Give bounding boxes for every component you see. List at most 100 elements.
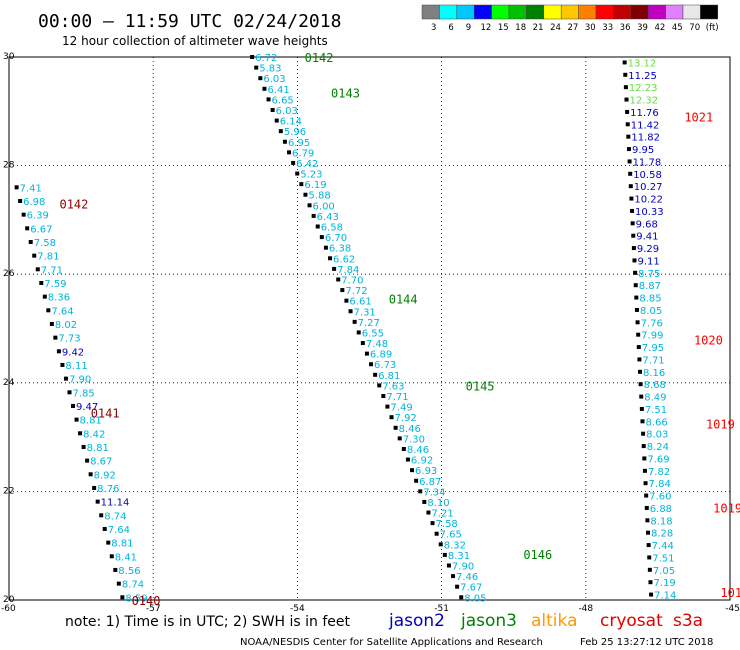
swh-value: 6.72 xyxy=(255,53,277,64)
map-subtitle: 12 hour collection of altimeter wave hei… xyxy=(62,34,328,48)
map-title: 00:00 – 11:59 UTC 02/24/2018 xyxy=(38,11,341,32)
swh-value: 7.30 xyxy=(403,434,425,445)
pass-time-label: 0144 xyxy=(389,293,418,307)
swh-value: 7.67 xyxy=(460,583,482,594)
swh-value: 7.21 xyxy=(431,509,453,520)
swh-value: 8.18 xyxy=(650,516,672,527)
legend-label: 15 xyxy=(498,23,509,33)
swh-value: 6.89 xyxy=(370,350,392,361)
swh-value: 7.19 xyxy=(653,578,675,589)
swh-point xyxy=(60,362,65,367)
pass-time-label: 0146 xyxy=(523,548,552,562)
swh-value: 6.00 xyxy=(313,201,335,212)
swh-point xyxy=(258,76,263,81)
swh-value: 8.46 xyxy=(399,424,421,435)
swh-value: 11.14 xyxy=(101,498,130,509)
swh-value: 8.16 xyxy=(643,368,665,379)
swh-point xyxy=(74,417,79,422)
swh-point xyxy=(39,280,44,285)
swh-value: 8.67 xyxy=(90,457,112,468)
swh-point xyxy=(645,518,650,523)
swh-value: 8.05 xyxy=(464,593,486,604)
swh-point xyxy=(109,554,114,559)
legend-swatch xyxy=(595,4,614,20)
swh-value: 6.58 xyxy=(321,223,343,234)
swh-value: 7.58 xyxy=(34,238,56,249)
swh-point xyxy=(632,258,637,263)
swh-point xyxy=(28,239,33,244)
swh-point xyxy=(381,394,386,399)
swh-point xyxy=(624,97,629,102)
swh-value: 7.14 xyxy=(654,591,676,602)
pass-time-label: 0141 xyxy=(91,407,120,421)
swh-point xyxy=(442,552,447,557)
swh-point xyxy=(46,308,51,313)
swh-point xyxy=(405,457,410,462)
swh-point xyxy=(356,330,361,335)
swh-point xyxy=(410,468,415,473)
swh-point xyxy=(385,404,390,409)
swh-point xyxy=(287,150,292,155)
swh-value: 9.11 xyxy=(637,256,659,267)
swh-point xyxy=(636,332,641,337)
x-tick-label: -51 xyxy=(434,604,449,614)
legend-label: 70 xyxy=(689,23,700,33)
legend-swatch xyxy=(613,4,632,20)
swh-point xyxy=(414,478,419,483)
swh-value: 7.90 xyxy=(69,375,91,386)
swh-point xyxy=(63,376,68,381)
swh-value: 7.31 xyxy=(354,307,376,318)
pass-time-label: 101 xyxy=(720,586,740,600)
swh-value: 8.10 xyxy=(427,498,449,509)
legend-label: 36 xyxy=(620,23,631,33)
swh-point xyxy=(53,335,58,340)
swh-point xyxy=(626,147,631,152)
satellite-name: jason3 xyxy=(460,611,517,631)
swh-value: 7.71 xyxy=(386,392,408,403)
pass-time-label: 0140 xyxy=(132,594,161,608)
swh-value: 6.14 xyxy=(280,117,302,128)
swh-point xyxy=(401,446,406,451)
pass-time-label: 1021 xyxy=(684,111,713,125)
swh-value: 7.92 xyxy=(395,413,417,424)
swh-value: 8.32 xyxy=(444,540,466,551)
swh-point xyxy=(647,555,652,560)
legend-swatch xyxy=(682,4,701,20)
swh-point xyxy=(18,198,23,203)
legend-label: 12 xyxy=(480,23,491,33)
legend-swatch xyxy=(543,4,562,20)
swh-value: 8.81 xyxy=(87,443,109,454)
satellite-legend: jason2 jason3 altika cryosat s3a xyxy=(388,611,703,631)
pass-time-label: 0145 xyxy=(466,380,495,394)
swh-value: 7.51 xyxy=(652,553,674,564)
swh-point xyxy=(418,489,423,494)
legend-swatch xyxy=(491,4,510,20)
swh-value: 8.74 xyxy=(122,580,144,591)
swh-value: 7.70 xyxy=(341,275,363,286)
y-tick-label: 22 xyxy=(3,486,14,496)
swh-point xyxy=(254,65,259,70)
swh-point xyxy=(631,233,636,238)
swh-value: 6.43 xyxy=(317,212,339,223)
satellite-name: jason2 xyxy=(388,611,445,631)
swh-value: 7.60 xyxy=(649,492,671,503)
swh-value: 7.65 xyxy=(440,530,462,541)
swh-value: 9.42 xyxy=(62,347,84,358)
swh-point xyxy=(120,595,125,600)
swh-value: 7.82 xyxy=(648,467,670,478)
legend-swatch xyxy=(421,4,440,20)
swh-value: 7.46 xyxy=(456,572,478,583)
swh-value: 10.58 xyxy=(633,170,662,181)
legend-unit: (ft) xyxy=(706,23,719,33)
swh-point xyxy=(270,107,275,112)
swh-value: 6.39 xyxy=(27,211,49,222)
legend-swatch xyxy=(560,4,579,20)
swh-point xyxy=(426,510,431,515)
swh-point xyxy=(635,320,640,325)
legend-label: 33 xyxy=(602,23,613,33)
legend-swatch xyxy=(526,4,545,20)
swh-value: 6.38 xyxy=(329,244,351,255)
swh-value: 8.76 xyxy=(97,484,119,495)
swh-point xyxy=(628,184,633,189)
swh-point xyxy=(377,383,382,388)
